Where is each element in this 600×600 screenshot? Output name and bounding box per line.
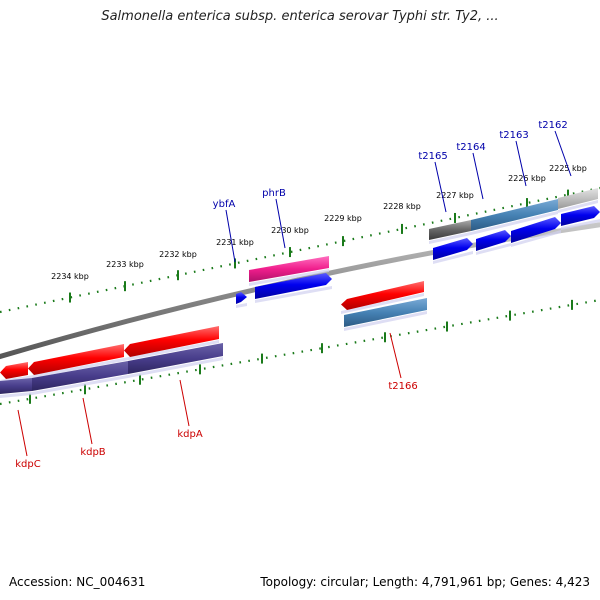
leader-line-phrB — [275, 198, 286, 249]
gene-label-phrB[interactable]: phrB — [262, 188, 286, 199]
gene-arrow-kdpA-shadow — [124, 340, 219, 361]
leader-line-ybfA — [225, 209, 236, 263]
leader-line-kdpC — [17, 409, 28, 457]
accession-text: Accession: NC_004631 — [9, 575, 146, 589]
cog-band-kdpA-shadow — [128, 357, 223, 378]
tick-label: 2229 kbp — [324, 214, 362, 223]
gene-arrow-t2164-shadow — [476, 243, 511, 255]
gene-arrow-kdpB-shadow — [28, 358, 124, 379]
tick-label: 2234 kbp — [51, 272, 89, 281]
gene-arrow-phrB-shadow — [255, 286, 332, 303]
gene-arrow-phrB[interactable] — [255, 273, 332, 299]
tick-label: 2227 kbp — [436, 191, 474, 200]
cog-band-kdpB[interactable] — [32, 361, 128, 391]
gene-arrow-t2165-shadow — [433, 251, 473, 264]
cog-band-t2162[interactable] — [558, 188, 598, 209]
gene-arrow-kdpC[interactable] — [0, 362, 28, 379]
leader-line-t2163 — [515, 140, 527, 187]
cog-band-t2164-t2163-shadow — [471, 211, 558, 235]
gene-arrow-kdpA[interactable] — [124, 326, 219, 357]
cog-band-t2166-shadow — [344, 311, 427, 331]
gene-label-t2163[interactable]: t2163 — [499, 130, 528, 141]
cog-band-kdpA[interactable] — [128, 343, 223, 374]
cog-band-t2165-shadow — [429, 232, 471, 244]
leader-line-kdpA — [179, 379, 190, 427]
cog-band-kdpB-shadow — [32, 375, 128, 395]
leader-line-t2165 — [434, 161, 447, 213]
gene-label-t2166[interactable]: t2166 — [388, 381, 417, 392]
outer-tick-ruler — [0, 186, 600, 314]
gene-arrow-t2165[interactable] — [433, 238, 473, 260]
gene-arrow-ybfA[interactable] — [236, 292, 247, 304]
map-title: Salmonella enterica subsp. enterica sero… — [101, 9, 499, 24]
gene-arrow-t2166-shadow — [341, 293, 424, 314]
feature-layer — [0, 188, 600, 398]
cog-band-phrB[interactable] — [249, 256, 329, 282]
tick-label: 2233 kbp — [106, 260, 144, 269]
cog-band-t2166[interactable] — [344, 298, 427, 327]
gene-arrow-t2163[interactable] — [511, 217, 561, 243]
gene-label-kdpA[interactable]: kdpA — [177, 429, 202, 440]
gene-label-t2164[interactable]: t2164 — [456, 142, 485, 153]
cog-band-kdpC[interactable] — [0, 378, 32, 394]
gene-label-ybfA[interactable]: ybfA — [213, 199, 236, 210]
cog-band-t2162-shadow — [558, 200, 598, 213]
cog-band-t2164-t2163[interactable] — [471, 199, 558, 231]
gene-arrow-t2166[interactable] — [341, 281, 424, 310]
label-layer: t2162 t2163 t2164 t2165 phrB ybfA t2166 kdpA kdp… — [15, 120, 572, 470]
leader-line-t2162 — [554, 130, 572, 177]
gene-arrow-t2162-shadow — [561, 219, 600, 230]
genome-summary-text: Topology: circular; Length: 4,791,961 bp… — [260, 575, 590, 589]
cog-band-kdpC-shadow — [0, 392, 32, 398]
gene-arrow-t2162[interactable] — [561, 206, 600, 226]
tick-label: 2230 kbp — [271, 226, 309, 235]
gene-label-kdpB[interactable]: kdpB — [80, 447, 105, 458]
gene-arrow-t2163-shadow — [511, 230, 561, 247]
cog-band-phrB-shadow — [249, 269, 329, 286]
gene-arrow-kdpB[interactable] — [28, 344, 124, 375]
gene-label-kdpC[interactable]: kdpC — [15, 459, 40, 470]
tick-label: 2228 kbp — [383, 202, 421, 211]
gene-arrow-ybfA-shadow — [236, 303, 247, 308]
cog-band-t2165[interactable] — [429, 220, 471, 240]
gene-arrow-t2164[interactable] — [476, 230, 511, 251]
leader-line-t2164 — [472, 152, 484, 200]
tick-label: 2226 kbp — [508, 174, 546, 183]
tick-label: 2232 kbp — [159, 250, 197, 259]
leader-line-t2166 — [389, 332, 402, 379]
leader-line-kdpB — [82, 397, 93, 445]
gene-label-t2165[interactable]: t2165 — [418, 151, 447, 162]
gene-label-t2162[interactable]: t2162 — [538, 120, 567, 131]
tick-label: 2231 kbp — [216, 238, 254, 247]
